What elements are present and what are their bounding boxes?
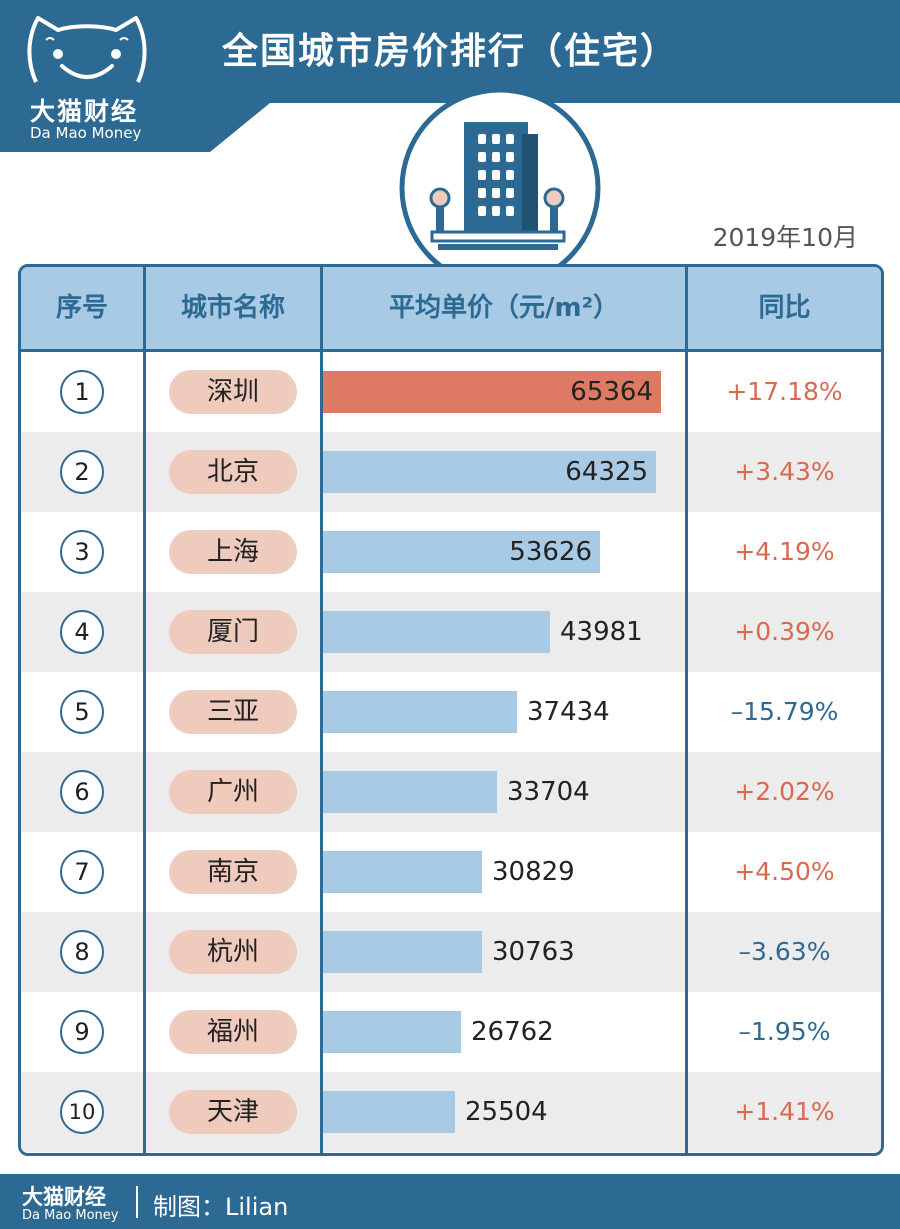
city-label: 深圳 [169,370,297,414]
price-value: 30829 [492,857,575,887]
price-bar [323,371,661,413]
table-row: 4 厦门 43981 +0.39% [21,592,881,672]
table-row: 10 天津 25504 +1.41% [21,1072,881,1152]
column-header-price: 平均单价（元/m²） [389,293,619,323]
column-header-city: 城市名称 [180,293,285,323]
price-bar [323,691,517,733]
building-icon [399,87,601,289]
column-divider [685,267,688,1153]
price-bar [323,931,482,973]
price-value: 33704 [507,777,590,807]
column-divider [320,267,323,1153]
yoy-change: +3.43% [734,457,835,486]
table-row: 9 福州 26762 –1.95% [21,992,881,1072]
footer-brand-cn: 大猫财经 [22,1185,106,1209]
rank-badge: 4 [60,610,104,654]
rank-badge: 6 [60,770,104,814]
table-row: 5 三亚 37434 –15.79% [21,672,881,752]
price-bar [323,451,656,493]
yoy-change: +0.39% [734,617,835,646]
rank-badge: 7 [60,850,104,894]
logo-text-cn: 大猫财经 [30,97,139,126]
city-label: 广州 [169,770,297,814]
price-value: 26762 [471,1017,554,1047]
yoy-change: +1.41% [734,1097,835,1126]
price-value: 64325 [565,457,648,487]
table-row: 3 上海 53626 +4.19% [21,512,881,592]
rank-badge: 10 [60,1090,104,1134]
footer-brand-en: Da Mao Money [22,1208,119,1223]
rank-badge: 1 [60,370,104,414]
price-bar [323,851,482,893]
date-label: 2019年10月 [712,223,858,252]
price-bar [323,771,497,813]
city-label: 上海 [169,530,297,574]
rank-badge: 9 [60,1010,104,1054]
cat-logo-icon [27,16,147,83]
brand-logo: 大猫财经 Da Mao Money [0,0,270,152]
ranking-table: 序号 城市名称 平均单价（元/m²） 同比 1 深圳 65364 +17.18% 2 北京… [18,264,884,1156]
table-row: 7 南京 30829 +4.50% [21,832,881,912]
city-label: 南京 [169,850,297,894]
rank-badge: 5 [60,690,104,734]
yoy-change: +4.19% [734,537,835,566]
city-label: 厦门 [169,610,297,654]
footer-bar: 大猫财经 Da Mao Money 制图：Lilian [0,1174,900,1229]
table-header: 序号 城市名称 平均单价（元/m²） 同比 [21,267,881,352]
rank-badge: 3 [60,530,104,574]
city-label: 福州 [169,1010,297,1054]
price-value: 53626 [509,537,592,567]
price-bar [323,1011,461,1053]
table-row: 6 广州 33704 +2.02% [21,752,881,832]
table-row: 1 深圳 65364 +17.18% [21,352,881,432]
page-title: 全国城市房价排行（住宅） [221,31,678,72]
table-row: 8 杭州 30763 –3.63% [21,912,881,992]
footer-divider [136,1186,138,1218]
logo-text-en: Da Mao Money [30,124,142,142]
column-header-rank: 序号 [55,293,108,323]
price-value: 65364 [570,377,653,407]
price-bar [323,611,550,653]
table-body: 1 深圳 65364 +17.18% 2 北京 64325 +3.43% 3 上海 53626 +4.… [21,352,881,1152]
price-value: 30763 [492,937,575,967]
column-header-yoy: 同比 [758,293,811,323]
yoy-change: –3.63% [738,937,831,966]
yoy-change: –15.79% [730,697,839,726]
price-value: 25504 [465,1097,548,1127]
column-divider [143,267,146,1153]
footer-credit: 制图：Lilian [153,1193,289,1221]
city-label: 杭州 [169,930,297,974]
rank-badge: 8 [60,930,104,974]
price-value: 37434 [527,697,610,727]
price-bar [323,531,600,573]
city-label: 北京 [169,450,297,494]
table-row: 2 北京 64325 +3.43% [21,432,881,512]
rank-badge: 2 [60,450,104,494]
city-label: 天津 [169,1090,297,1134]
yoy-change: +4.50% [734,857,835,886]
yoy-change: –1.95% [738,1017,831,1046]
yoy-change: +17.18% [726,377,843,406]
city-label: 三亚 [169,690,297,734]
price-value: 43981 [560,617,643,647]
price-bar [323,1091,455,1133]
yoy-change: +2.02% [734,777,835,806]
